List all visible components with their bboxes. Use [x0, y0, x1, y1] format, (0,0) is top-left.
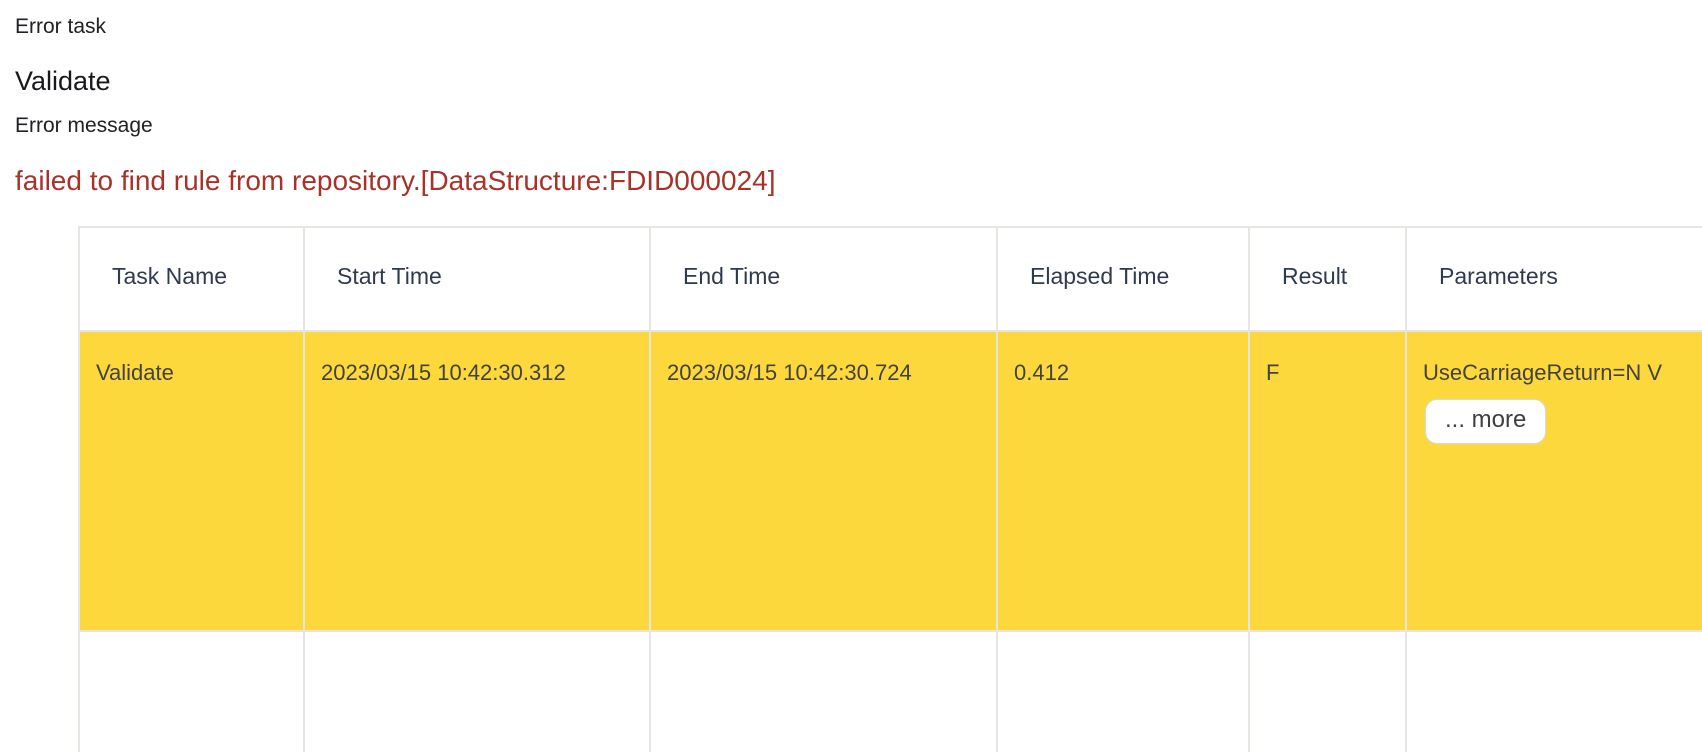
column-header-parameters: Parameters — [1405, 226, 1702, 332]
column-header-task-name: Task Name — [78, 226, 303, 332]
cell-end-time: 2023/03/15 10:42:30.724 — [649, 332, 996, 632]
cell-elapsed-time — [996, 632, 1248, 752]
task-results-table-container: Task Name Start Time End Time Elapsed Ti… — [78, 226, 1702, 752]
column-header-result: Result — [1248, 226, 1405, 332]
error-detail-page: { "error_panel": { "task_label": "Error … — [15, 15, 1702, 752]
cell-start-time: 2023/03/15 10:42:30.312 — [303, 332, 649, 632]
cell-result: F — [1248, 332, 1405, 632]
cell-start-time — [303, 632, 649, 752]
table-row-next-partial[interactable] — [78, 632, 1702, 752]
error-task-label: Error task — [15, 15, 107, 38]
cell-task-name — [78, 632, 303, 752]
error-message-text: failed to find rule from repository.[Dat… — [15, 165, 776, 196]
task-results-table: Task Name Start Time End Time Elapsed Ti… — [78, 226, 1702, 752]
cell-end-time — [649, 632, 996, 752]
cell-parameters: UseCarriageReturn=N V ... more — [1405, 332, 1702, 632]
cell-elapsed-time: 0.412 — [996, 332, 1248, 632]
error-message-label: Error message — [15, 114, 153, 137]
column-header-elapsed-time: Elapsed Time — [996, 226, 1248, 332]
table-header-row: Task Name Start Time End Time Elapsed Ti… — [78, 226, 1702, 332]
table-row-error-highlighted[interactable]: Validate 2023/03/15 10:42:30.312 2023/03… — [78, 332, 1702, 632]
column-header-end-time: End Time — [649, 226, 996, 332]
cell-parameters — [1405, 632, 1702, 752]
error-task-value: Validate — [15, 66, 111, 96]
cell-result — [1248, 632, 1405, 752]
column-header-start-time: Start Time — [303, 226, 649, 332]
more-button[interactable]: ... more — [1425, 399, 1547, 444]
cell-task-name: Validate — [78, 332, 303, 632]
parameters-text: UseCarriageReturn=N V — [1423, 360, 1663, 385]
